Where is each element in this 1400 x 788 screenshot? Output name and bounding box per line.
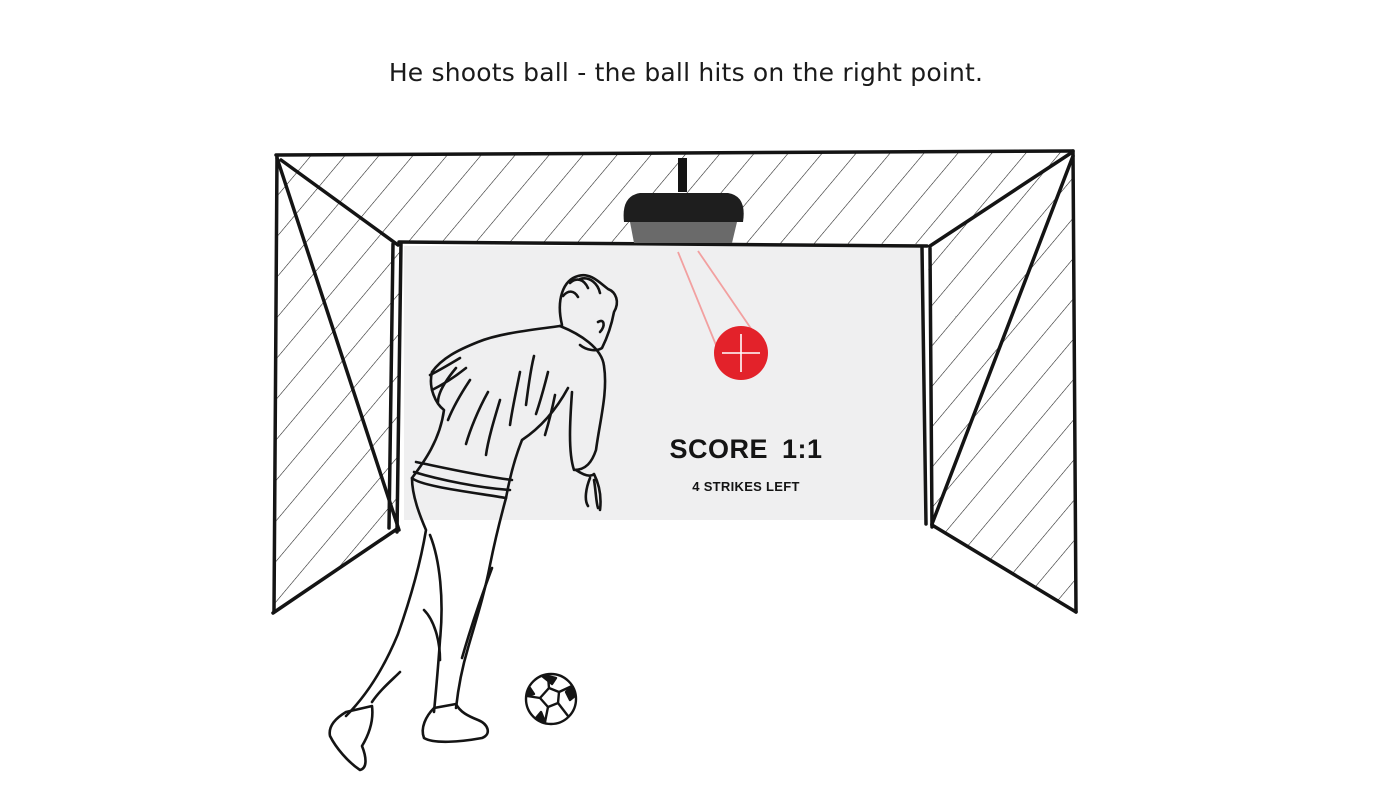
target-crosshair-icon [714, 326, 768, 380]
player-figure [328, 273, 619, 772]
goal-frame [271, 149, 1078, 615]
score-display: SCORE 1:1 [669, 434, 823, 464]
soccer-ball-icon [524, 672, 578, 726]
strikes-left-display: 4 STRIKES LEFT [692, 479, 800, 494]
projector-icon [623, 158, 744, 243]
scene-caption: He shoots ball - the ball hits on the ri… [388, 58, 984, 87]
laser-beams [677, 250, 753, 346]
projection-screen [404, 246, 924, 520]
